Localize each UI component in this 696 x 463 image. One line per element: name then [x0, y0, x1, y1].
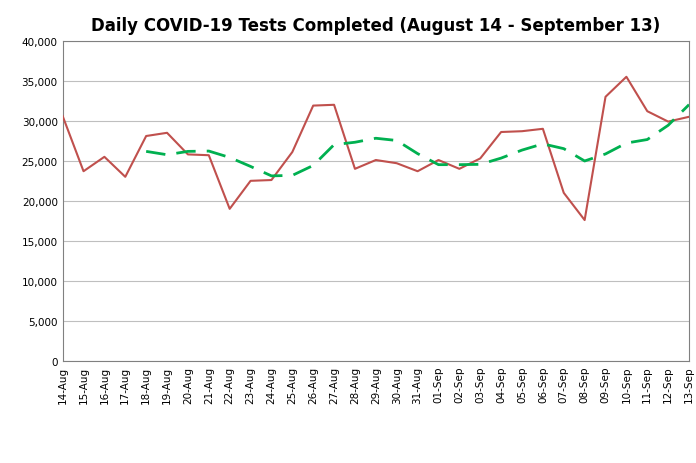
Title: Daily COVID-19 Tests Completed (August 14 - September 13): Daily COVID-19 Tests Completed (August 1…: [91, 17, 661, 35]
